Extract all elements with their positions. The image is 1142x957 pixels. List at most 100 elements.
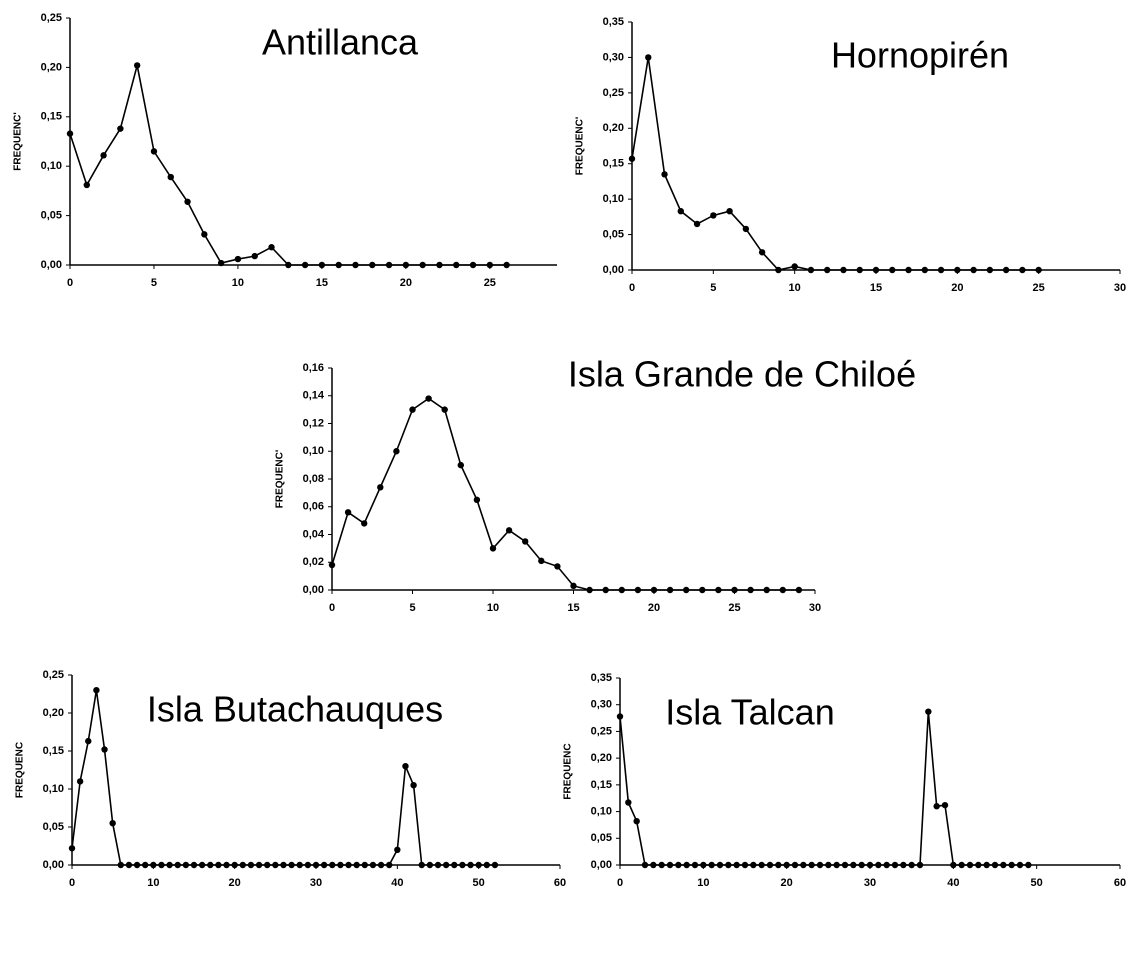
y-tick-label: 0,04 (303, 528, 325, 540)
data-point (201, 231, 208, 238)
data-point (889, 266, 896, 274)
x-tick-label: 0 (329, 602, 335, 614)
x-tick-label: 25 (484, 277, 496, 289)
data-point (182, 861, 190, 869)
data-point (320, 861, 328, 869)
y-tick-label: 0,00 (43, 859, 64, 871)
data-point (900, 861, 907, 869)
x-tick-label: 30 (864, 877, 876, 889)
data-point (457, 461, 464, 469)
data-point (125, 861, 133, 869)
y-tick-label: 0,25 (591, 725, 612, 737)
data-point (285, 261, 292, 269)
data-point (361, 520, 368, 527)
data-point (570, 582, 577, 590)
data-point (970, 266, 977, 274)
data-point (503, 261, 510, 269)
data-point (215, 861, 222, 869)
data-point (1025, 861, 1032, 869)
data-point (807, 266, 815, 274)
data-point (68, 845, 76, 852)
y-tick-label: 0,00 (303, 584, 324, 596)
data-point (473, 496, 481, 504)
y-tick-label: 0,15 (591, 779, 612, 791)
data-point (475, 861, 482, 869)
data-point (223, 861, 230, 869)
y-tick-label: 0,05 (603, 228, 624, 240)
data-point (616, 713, 624, 720)
y-tick-label: 0,10 (43, 783, 64, 795)
data-point (410, 782, 417, 789)
data-point (434, 861, 442, 869)
data-point (850, 861, 857, 869)
data-point (207, 861, 214, 869)
y-tick-label: 0,20 (41, 61, 62, 73)
data-point (1016, 861, 1024, 869)
data-point (693, 220, 701, 228)
x-tick-label: 20 (648, 602, 660, 614)
data-point (409, 406, 416, 413)
data-point (133, 861, 141, 869)
data-point (658, 861, 665, 869)
data-point (650, 586, 658, 594)
data-point (683, 586, 690, 594)
data-point (783, 861, 790, 869)
data-point (369, 861, 377, 869)
data-point (142, 861, 149, 869)
data-line (69, 65, 507, 266)
data-point (505, 527, 513, 534)
chart-title: Isla Butachauques (147, 689, 443, 730)
data-point (710, 212, 717, 219)
y-tick-label: 0,00 (591, 859, 612, 871)
data-point (288, 861, 295, 869)
data-point (958, 861, 965, 869)
data-point (133, 62, 141, 69)
y-axis-label: FREQUENC (15, 742, 26, 798)
data-point (791, 263, 798, 270)
data-point (554, 563, 561, 570)
data-point (328, 561, 336, 569)
data-point (991, 861, 999, 869)
data-point (335, 261, 342, 269)
x-tick-label: 5 (151, 277, 157, 289)
y-tick-label: 0,15 (41, 111, 62, 123)
data-point (318, 261, 326, 269)
data-point (483, 861, 490, 869)
data-point (975, 861, 982, 869)
data-point (167, 173, 174, 181)
y-tick-label: 0,16 (303, 362, 324, 374)
y-tick-label: 0,35 (591, 672, 612, 684)
data-point (891, 861, 899, 869)
data-point (489, 545, 497, 552)
data-point (425, 395, 432, 402)
data-point (418, 861, 425, 869)
data-point (800, 861, 807, 869)
data-point (441, 406, 448, 413)
x-tick-label: 60 (1114, 877, 1126, 889)
data-point (344, 509, 352, 516)
data-point (1019, 266, 1026, 274)
data-point (758, 249, 766, 256)
data-point (795, 586, 803, 594)
data-point (231, 861, 238, 869)
y-tick-label: 0,05 (43, 821, 64, 833)
data-point (522, 538, 529, 545)
data-line (331, 397, 799, 591)
x-tick-label: 50 (473, 877, 485, 889)
data-point (100, 152, 107, 159)
x-tick-label: 0 (617, 877, 623, 889)
data-point (1002, 266, 1010, 274)
data-point (66, 130, 74, 137)
x-tick-label: 20 (229, 877, 241, 889)
data-point (426, 861, 434, 869)
data-point (198, 861, 206, 869)
data-point (280, 861, 287, 869)
data-point (650, 861, 657, 869)
y-tick-label: 0,25 (43, 669, 64, 681)
data-point (239, 861, 246, 869)
data-point (117, 125, 124, 132)
x-tick-label: 15 (870, 282, 882, 294)
data-point (184, 198, 191, 205)
x-tick-label: 15 (316, 277, 328, 289)
data-point (453, 261, 460, 269)
